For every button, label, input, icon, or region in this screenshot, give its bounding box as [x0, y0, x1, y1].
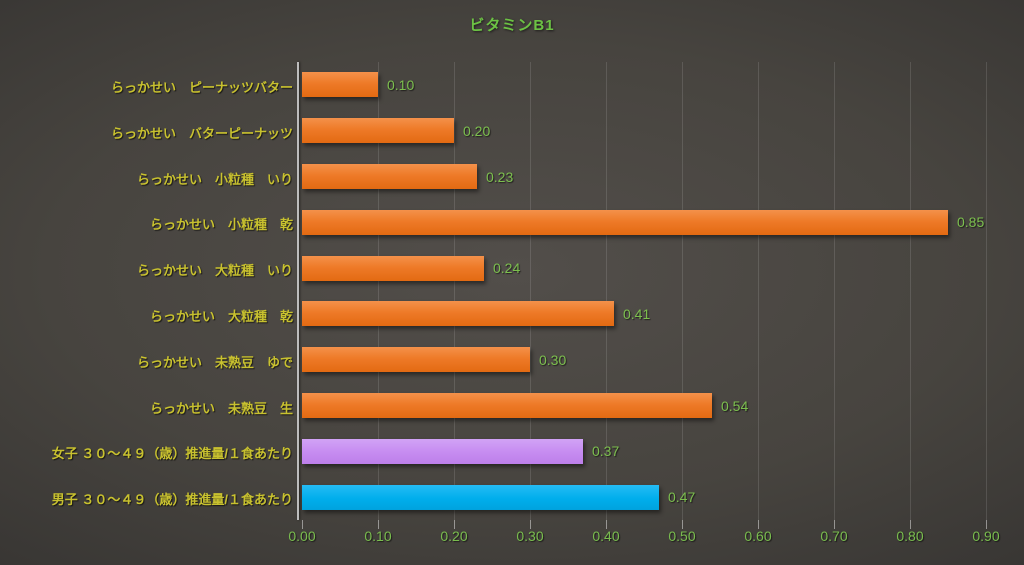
bar: [302, 301, 614, 327]
axis-tick: [606, 520, 607, 529]
axis-tick: [302, 520, 303, 529]
value-label: 0.37: [592, 443, 620, 460]
gridline: [910, 62, 911, 520]
value-label: 0.41: [623, 305, 651, 322]
x-axis: 0.00 0.10 0.20 0.30 0.40 0.50 0.60 0.70 0.80 0.90: [288, 528, 1016, 548]
x-tick-label: 0.70: [820, 528, 848, 544]
value-label: 0.24: [493, 260, 521, 277]
bar: [302, 393, 712, 418]
x-tick-label: 0.30: [516, 528, 544, 544]
gridline: [606, 62, 607, 520]
value-label: 0.85: [957, 214, 985, 231]
gridline: [758, 62, 759, 520]
bar: [302, 484, 659, 510]
category-label: らっかせい 大粒種 いり: [136, 263, 293, 279]
bar: [302, 164, 477, 189]
category-label: らっかせい ピーナッツバター: [110, 79, 293, 95]
x-tick-label: 0.60: [744, 528, 772, 544]
x-tick-label: 0.20: [440, 528, 468, 544]
axis-tick: [986, 520, 987, 529]
bar: [302, 209, 948, 235]
value-label: 0.30: [539, 351, 567, 368]
axis-tick: [454, 520, 455, 529]
x-tick-label: 0.80: [896, 528, 924, 544]
category-label: らっかせい 小粒種 乾: [149, 217, 293, 233]
category-label: 男子 ３０～４９（歳）推進量/１食あたり: [51, 492, 293, 508]
value-label: 0.20: [463, 122, 491, 139]
category-label: らっかせい 未熟豆 生: [149, 400, 293, 416]
gridline: [834, 62, 835, 520]
axis-tick: [378, 520, 379, 529]
plot-area: [302, 62, 1016, 529]
axis-tick: [910, 520, 911, 529]
gridline: [986, 62, 987, 520]
bar: [302, 255, 484, 281]
category-label: 女子 ３０～４９（歳）推進量/１食あたり: [51, 446, 293, 462]
category-label: らっかせい 未熟豆 ゆで: [136, 354, 293, 370]
category-label: らっかせい 大粒種 乾: [149, 308, 293, 324]
bar: [302, 438, 583, 464]
bar: [302, 72, 378, 98]
category-label: らっかせい バターピーナッツ: [110, 125, 293, 141]
bar: [302, 118, 454, 144]
category-label: らっかせい 小粒種 いり: [136, 171, 293, 187]
axis-tick: [682, 520, 683, 529]
gridline: [454, 62, 455, 520]
category-axis-line: [297, 62, 299, 520]
bar-rows: らっかせい ピーナッツバター 0.10 らっかせい バターピーナッツ 0.20 らっかせ…: [0, 62, 1024, 520]
value-label: 0.47: [668, 489, 696, 506]
gridline: [378, 62, 379, 520]
bar: [302, 347, 530, 373]
chart-title: ビタミンB1: [469, 17, 555, 34]
gridline: [530, 62, 531, 520]
value-label: 0.23: [486, 168, 514, 185]
x-tick-label: 0.40: [592, 528, 620, 544]
x-tick-label: 0.10: [364, 528, 392, 544]
axis-tick: [758, 520, 759, 529]
axis-tick: [530, 520, 531, 529]
value-label: 0.10: [387, 76, 415, 93]
value-label: 0.54: [721, 397, 749, 414]
x-tick-label: 0.90: [972, 528, 1000, 544]
x-tick-label: 0.00: [288, 528, 316, 544]
axis-tick: [834, 520, 835, 529]
gridline: [682, 62, 683, 520]
x-tick-label: 0.50: [668, 528, 696, 544]
